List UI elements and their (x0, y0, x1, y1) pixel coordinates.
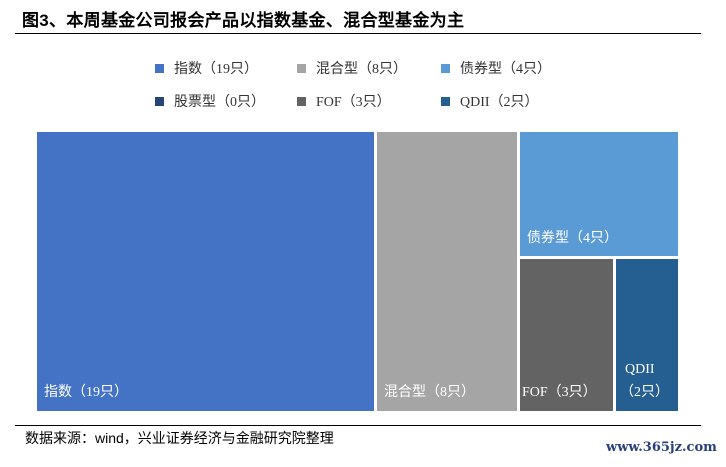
legend-label: 股票型（0只） (174, 95, 265, 110)
tile-label-fof: FOF（3只） (522, 385, 597, 400)
legend-item-equity[interactable]: 股票型（0只） (155, 91, 265, 111)
legend-label: QDII（2只） (460, 95, 539, 110)
tile-label-qdii-count: （2只） (620, 385, 669, 400)
legend-swatch-bond (441, 63, 450, 73)
tile-hybrid[interactable]: 混合型（8只） (377, 132, 517, 411)
legend-item-fof[interactable]: FOF（3只） (297, 91, 391, 111)
tile-qdii[interactable]: QDII （2只） (616, 259, 678, 411)
title-divider (15, 33, 701, 34)
tile-label-index: 指数（19只） (44, 385, 128, 400)
tile-label-hybrid: 混合型（8只） (384, 385, 475, 400)
legend-swatch-index (155, 63, 164, 73)
tile-bond[interactable]: 债券型（4只） (520, 132, 678, 256)
legend-item-hybrid[interactable]: 混合型（8只） (297, 58, 407, 78)
legend-label: FOF（3只） (316, 95, 391, 110)
chart-title: 图3、本周基金公司报会产品以指数基金、混合型基金为主 (22, 11, 465, 30)
legend-swatch-hybrid (297, 63, 306, 73)
legend-label: 债券型（4只） (460, 62, 551, 77)
tile-label-qdii-name: QDII (625, 362, 655, 377)
tile-label-bond: 债券型（4只） (527, 231, 618, 246)
legend-swatch-equity (155, 96, 164, 106)
legend-swatch-qdii (441, 96, 450, 106)
legend-swatch-fof (297, 96, 306, 106)
legend-label: 指数（19只） (174, 62, 258, 77)
legend-item-qdii[interactable]: QDII（2只） (441, 91, 539, 111)
watermark: www.365jz.com (606, 440, 717, 455)
legend-label: 混合型（8只） (316, 62, 407, 77)
tile-fof[interactable]: FOF（3只） (520, 259, 613, 411)
legend-item-bond[interactable]: 债券型（4只） (441, 58, 551, 78)
footer-divider (15, 425, 701, 426)
source-note: 数据来源：wind，兴业证券经济与金融研究院整理 (25, 430, 334, 446)
legend-item-index[interactable]: 指数（19只） (155, 58, 258, 78)
tile-index[interactable]: 指数（19只） (37, 132, 374, 411)
